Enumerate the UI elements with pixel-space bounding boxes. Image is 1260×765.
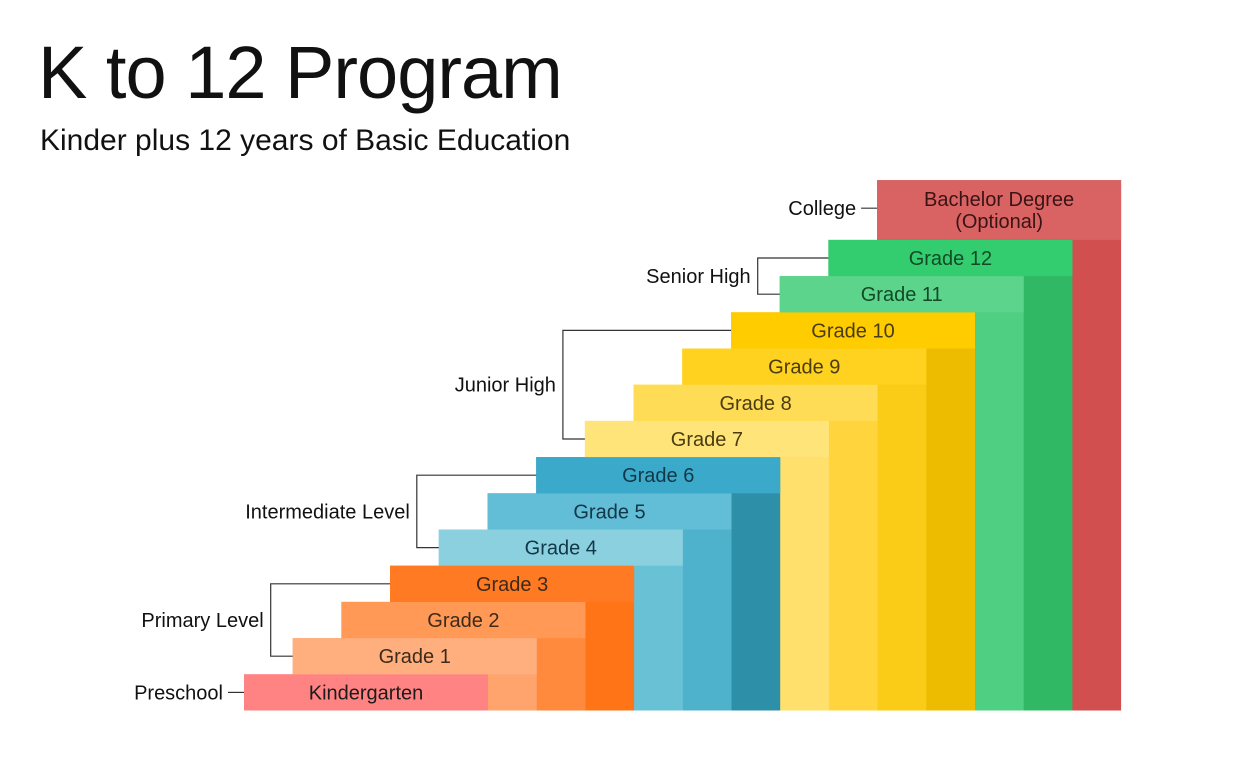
step-label-0: Kindergarten bbox=[309, 682, 424, 704]
step-bar-9 bbox=[682, 348, 927, 385]
step-label-7: Grade 7 bbox=[671, 429, 743, 451]
level-label-4: Senior High bbox=[646, 266, 751, 288]
step-bar-1 bbox=[292, 638, 537, 675]
step-bar-8 bbox=[633, 384, 878, 421]
step-bar-2 bbox=[341, 601, 586, 639]
step-bar-12 bbox=[828, 239, 1073, 277]
level-label-1: Primary Level bbox=[141, 610, 263, 632]
step-label-line2-13: (Optional) bbox=[955, 211, 1043, 233]
step-label-5: Grade 5 bbox=[573, 501, 645, 523]
page-subtitle: Kinder plus 12 years of Basic Education bbox=[40, 124, 571, 157]
step-label-12: Grade 12 bbox=[909, 248, 992, 270]
level-label-2: Intermediate Level bbox=[245, 501, 410, 523]
step-bar-0 bbox=[244, 674, 488, 711]
level-bracket-1 bbox=[270, 583, 391, 657]
step-label-2: Grade 2 bbox=[427, 610, 499, 632]
level-bracket-3 bbox=[562, 329, 731, 440]
step-label-6: Grade 6 bbox=[622, 465, 694, 487]
step-bar-5 bbox=[487, 493, 732, 530]
step-label-13: Bachelor Degree bbox=[924, 189, 1074, 211]
step-label-10: Grade 10 bbox=[811, 320, 894, 342]
step-bar-10 bbox=[731, 312, 975, 349]
step-label-8: Grade 8 bbox=[719, 393, 791, 415]
step-label-9: Grade 9 bbox=[768, 357, 840, 379]
step-bar-13 bbox=[877, 180, 1122, 240]
step-bar-4 bbox=[438, 529, 683, 566]
step-bar-7 bbox=[584, 420, 829, 458]
step-bar-3 bbox=[390, 565, 635, 602]
level-label-0: Preschool bbox=[134, 682, 223, 704]
step-label-3: Grade 3 bbox=[476, 574, 548, 596]
step-bar-6 bbox=[536, 457, 781, 494]
step-label-11: Grade 11 bbox=[861, 284, 943, 306]
step-label-4: Grade 4 bbox=[525, 538, 597, 560]
level-label-3: Junior High bbox=[455, 375, 556, 397]
level-bracket-2 bbox=[416, 474, 537, 549]
step-label-1: Grade 1 bbox=[379, 646, 451, 668]
level-bracket-4 bbox=[757, 257, 829, 295]
step-bar-11 bbox=[779, 276, 1024, 313]
level-label-5: College bbox=[788, 198, 856, 220]
page-title: K to 12 Program bbox=[38, 31, 563, 114]
